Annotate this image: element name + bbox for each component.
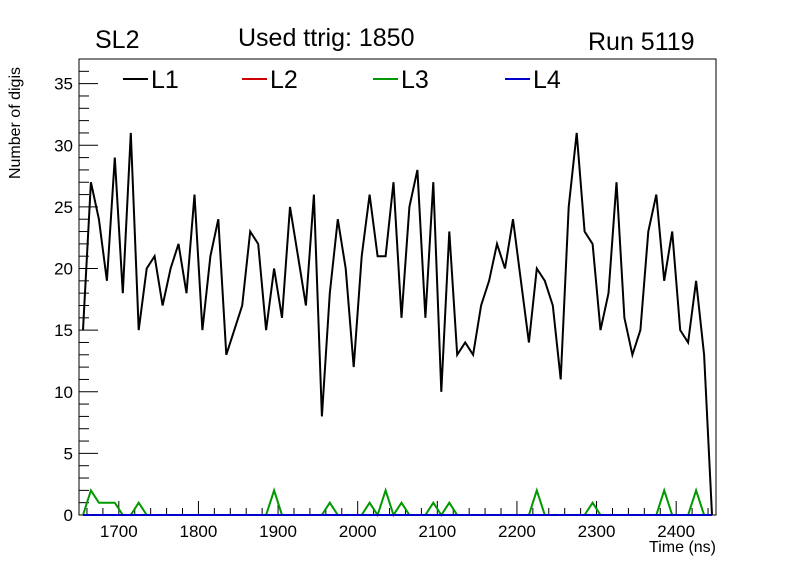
x-tick-label: 1700 — [100, 522, 138, 541]
x-tick-label: 1900 — [259, 522, 297, 541]
legend-label-l4: L4 — [533, 66, 561, 94]
y-tick-label: 35 — [54, 75, 73, 94]
legend-label-l3: L3 — [401, 66, 429, 94]
y-tick-label: 5 — [64, 444, 73, 463]
x-tick-label: 2100 — [418, 522, 456, 541]
y-tick-label: 10 — [54, 383, 73, 402]
y-axis-label: Number of digis — [7, 67, 24, 179]
x-tick-label: 2200 — [498, 522, 536, 541]
x-tick-label: 1800 — [180, 522, 218, 541]
legend-label-l1: L1 — [151, 66, 179, 94]
x-axis-label: Time (ns) — [649, 539, 716, 556]
legend-label-l2: L2 — [270, 66, 298, 94]
y-tick-label: 0 — [64, 506, 73, 525]
superlayer-label: SL2 — [95, 26, 140, 54]
y-tick-label: 20 — [54, 260, 73, 279]
y-tick-label: 15 — [54, 321, 73, 340]
run-label: Run 5119 — [588, 28, 695, 56]
x-tick-label: 2000 — [339, 522, 377, 541]
y-tick-label: 30 — [54, 136, 73, 155]
y-tick-label: 25 — [54, 198, 73, 217]
x-tick-label: 2300 — [578, 522, 616, 541]
series-l3-line — [82, 487, 712, 518]
series-l1-line — [82, 132, 713, 516]
chart-title: Used ttrig: 1850 — [238, 24, 415, 52]
x-tick-label: 2400 — [657, 522, 695, 541]
plot-frame — [78, 58, 717, 516]
